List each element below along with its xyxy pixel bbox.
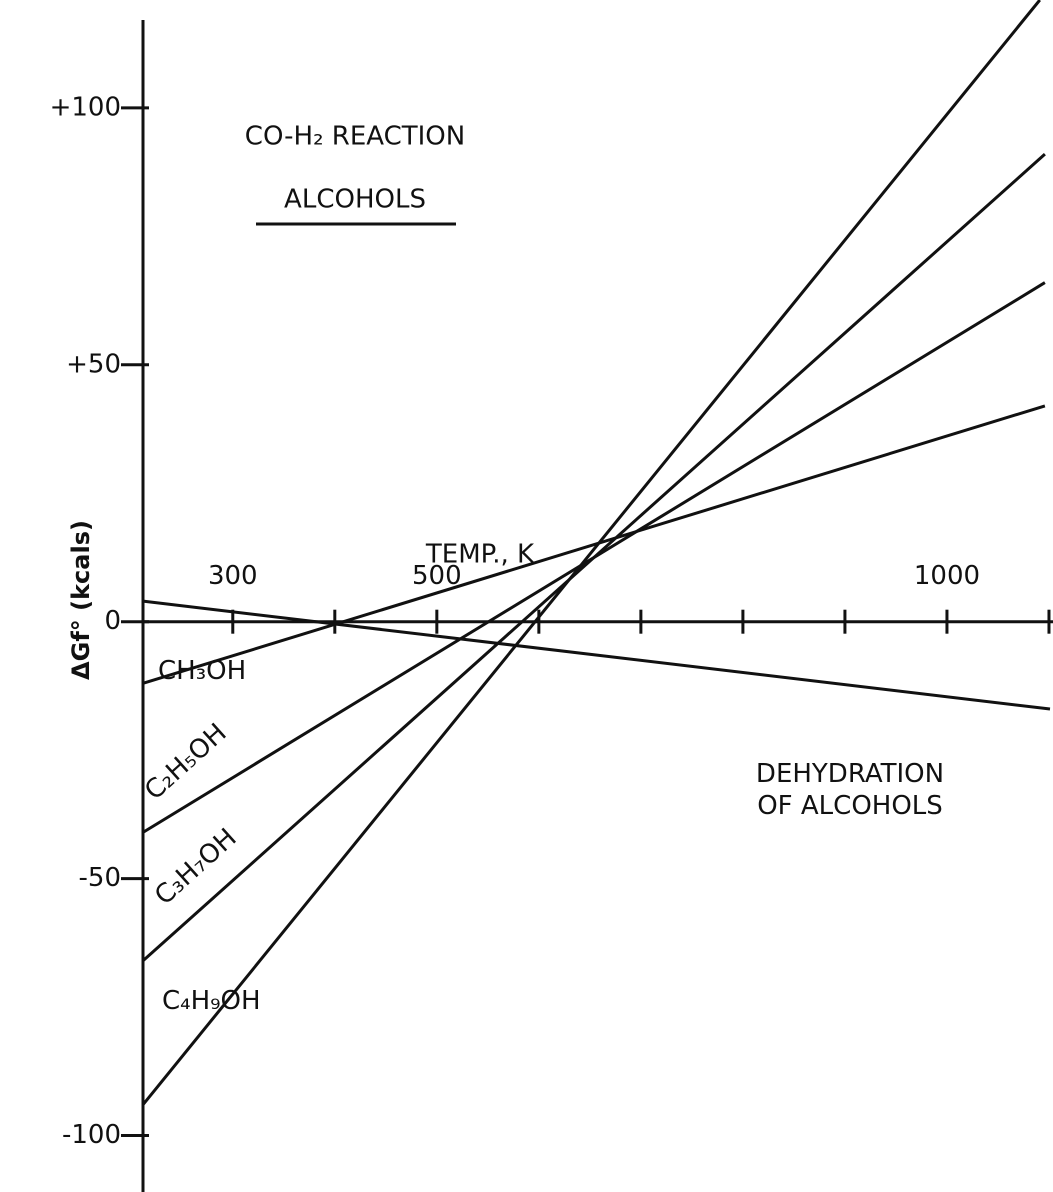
x-axis-label: TEMP., K <box>425 540 535 570</box>
series-line <box>142 599 1051 711</box>
series-line <box>142 404 1046 685</box>
y-tick-label: -50 <box>79 863 121 893</box>
y-tick-label: -100 <box>62 1120 121 1150</box>
chart-subtitle: ALCOHOLS <box>284 185 426 215</box>
series-label: DEHYDRATION OF ALCOHOLS <box>755 759 945 821</box>
y-axis-label: ΔGf° (kcals) <box>67 520 95 680</box>
chart-title: CO-H₂ REACTION <box>245 122 465 152</box>
y-tick-label: +100 <box>50 92 121 122</box>
x-tick-label: 500 <box>412 561 462 591</box>
series-line <box>141 0 1041 1106</box>
x-tick-label: 300 <box>208 561 258 591</box>
series-line <box>142 153 1046 962</box>
series-label: CH₃OH <box>158 656 247 686</box>
y-tick-label: +50 <box>66 349 121 379</box>
x-tick-label: 1000 <box>914 561 980 591</box>
series-label: C₄H₉OH <box>162 986 261 1016</box>
y-tick-label: 0 <box>104 606 121 636</box>
